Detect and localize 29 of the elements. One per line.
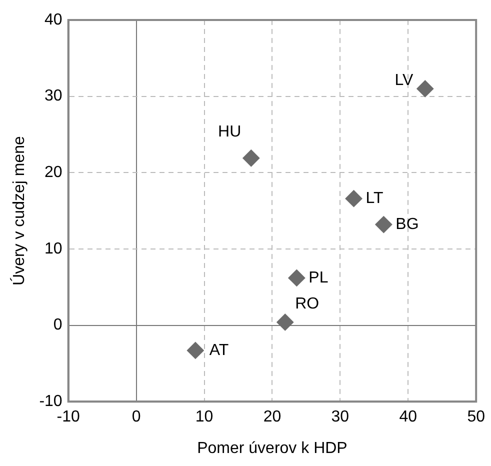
point xyxy=(345,190,362,208)
annotation: PL xyxy=(308,269,328,286)
annotation: LT xyxy=(366,190,384,207)
x-tick-label: 0 xyxy=(132,408,141,426)
point xyxy=(242,150,260,167)
annotation: AT xyxy=(209,342,229,359)
x-tick-label: 40 xyxy=(399,408,418,426)
y-tick-label: 0 xyxy=(53,316,62,334)
y-tick-label: 30 xyxy=(44,88,62,105)
x-axis-title: Pomer úverov k HDP xyxy=(197,440,348,457)
x-tick-label: 30 xyxy=(331,408,350,426)
x-tick-label: 50 xyxy=(467,408,486,426)
x-tick-label: -10 xyxy=(56,408,80,426)
point xyxy=(288,269,306,286)
y-tick-label: 20 xyxy=(44,164,62,182)
point xyxy=(186,342,204,359)
point xyxy=(276,314,294,331)
point xyxy=(375,216,392,234)
y-tick-label: 40 xyxy=(44,11,62,28)
y-axis-title: Úvery v cudzej mene xyxy=(10,136,28,286)
annotation: BG xyxy=(396,216,419,233)
x-tick-label: 10 xyxy=(195,408,214,426)
annotation: LV xyxy=(394,72,414,90)
annotation: HU xyxy=(218,124,242,141)
y-tick-label: 10 xyxy=(44,240,62,258)
x-tick-label: 20 xyxy=(263,408,282,426)
y-tick-label: -10 xyxy=(39,393,62,410)
annotation: RO xyxy=(295,296,320,313)
point xyxy=(416,80,434,98)
